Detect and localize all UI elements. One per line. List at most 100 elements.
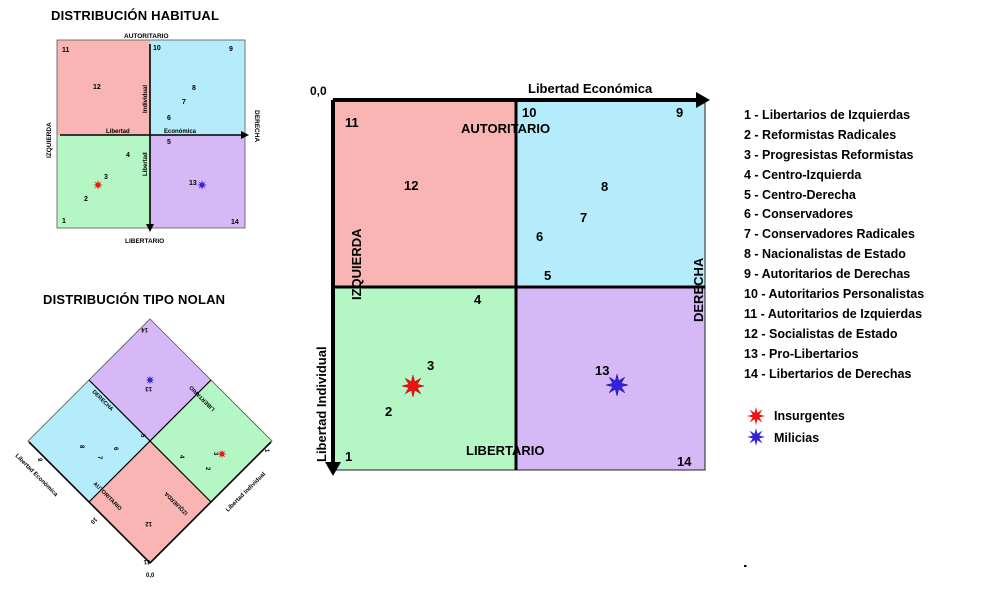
- habitual-label-libertario: LIBERTARIO: [125, 238, 164, 245]
- nolan-num-13: 13: [145, 385, 152, 391]
- legend-item: 12 - Socialistas de Estado: [744, 326, 898, 341]
- nolan-num-1: 1: [263, 449, 269, 453]
- nolan-num-2: 2: [204, 467, 210, 471]
- main-num-7: 7: [580, 210, 587, 225]
- legend-item: 10 - Autoritarios Personalistas: [744, 287, 925, 302]
- nolan-num-10: 10: [88, 516, 97, 525]
- main-label-izquierda: IZQUIERDA: [349, 228, 364, 300]
- nolan-num-6: 6: [112, 447, 118, 451]
- nolan-title: DISTRIBUCIÓN TIPO NOLAN: [43, 292, 226, 307]
- nolan-num-7: 7: [96, 456, 102, 460]
- habitual-label-economica: Económica: [164, 129, 197, 135]
- habitual-quadrant-authoritarian-right: [150, 40, 245, 135]
- legend-item: 2 - Reformistas Radicales: [744, 127, 897, 142]
- main-num-14: 14: [677, 454, 692, 469]
- marker-legend-insurgentes: Insurgentes: [746, 405, 845, 427]
- nolan-milicias-marker: [145, 375, 155, 385]
- stray-dot: [744, 565, 747, 567]
- habitual-label-individual: Individual: [143, 85, 149, 113]
- legend-insurgentes-star: [747, 407, 765, 425]
- nolan-y-axis: [149, 441, 272, 564]
- main-label-derecha: DERECHA: [691, 257, 706, 322]
- main-quadrant-authoritarian-right: [516, 100, 705, 287]
- habitual-quadrant-authoritarian-left: [57, 40, 150, 135]
- main-num-4: 4: [474, 292, 482, 307]
- habitual-label-autoritario: AUTORITARIO: [124, 33, 169, 40]
- habitual-milicias-marker: [197, 180, 207, 190]
- habitual-label-derecha: DERECHA: [253, 110, 260, 142]
- main-num-6: 6: [536, 229, 543, 244]
- nolan-num-11: 11: [143, 558, 150, 564]
- marker-legend: Insurgentes Milicias: [746, 405, 845, 449]
- habitual-label-izquierda: IZQUIERDA: [46, 122, 53, 158]
- nolan-num-9: 9: [36, 458, 42, 462]
- legend-item: 4 - Centro-Izquierda: [744, 167, 862, 182]
- nolan-chart: 0,0 Libertad Económica Libertad Individu…: [14, 318, 273, 579]
- main-num-13: 13: [595, 363, 609, 378]
- main-num-9: 9: [676, 105, 683, 120]
- habitual-num-12: 12: [93, 84, 101, 91]
- nolan-origin: 0,0: [146, 573, 155, 579]
- legend-item: 1 - Libertarios de Izquierdas: [744, 108, 911, 122]
- legend-item: 13 - Pro-Libertarios: [744, 346, 859, 361]
- nolan-num-3: 3: [212, 452, 218, 456]
- marker-legend-milicias: Milicias: [746, 427, 845, 449]
- habitual-num-3: 3: [104, 174, 108, 181]
- nolan-insurgentes-marker: [217, 449, 227, 459]
- nolan-num-12: 12: [145, 520, 152, 526]
- main-chart: 0,0 Libertad Económica Libertad Individu…: [310, 81, 710, 476]
- legend-item: 3 - Progresistas Reformistas: [744, 147, 914, 162]
- main-num-1: 1: [345, 449, 352, 464]
- habitual-num-1: 1: [62, 218, 66, 225]
- legend-item: 14 - Libertarios de Derechas: [744, 366, 912, 381]
- habitual-num-14: 14: [231, 219, 239, 226]
- nolan-num-14: 14: [141, 326, 148, 332]
- main-quadrant-libertarian-left: [333, 287, 516, 470]
- main-origin: 0,0: [310, 84, 327, 98]
- milicias-label: Milicias: [774, 431, 820, 445]
- habitual-num-10: 10: [153, 45, 161, 52]
- legend-list: 1 - Libertarios de Izquierdas 2 - Reform…: [744, 106, 924, 384]
- nolan-num-8: 8: [78, 445, 84, 449]
- habitual-quadrant-libertarian-left: [57, 135, 150, 228]
- habitual-num-6: 6: [167, 115, 171, 122]
- main-num-3: 3: [427, 358, 434, 373]
- habitual-num-8: 8: [192, 85, 196, 92]
- habitual-chart: AUTORITARIO LIBERTARIO IZQUIERDA DERECHA…: [46, 33, 260, 245]
- main-insurgentes-marker: [401, 374, 425, 398]
- legend-item: 5 - Centro-Derecha: [744, 187, 856, 202]
- habitual-num-9: 9: [229, 46, 233, 53]
- habitual-num-2: 2: [84, 196, 88, 203]
- habitual-num-5: 5: [167, 139, 171, 146]
- main-num-8: 8: [601, 179, 608, 194]
- main-y-axis-label: Libertad Individual: [314, 346, 329, 462]
- habitual-quadrant-libertarian-right: [150, 135, 245, 228]
- legend-milicias-star: [747, 428, 765, 446]
- legend-item: 7 - Conservadores Radicales: [744, 227, 915, 242]
- main-quadrant-authoritarian-left: [333, 100, 516, 287]
- main-label-autoritario: AUTORITARIO: [461, 121, 550, 136]
- main-milicias-marker: [605, 373, 629, 397]
- legend-item: 11 - Autoritarios de Izquierdas: [744, 306, 923, 321]
- legend-item: 8 - Nacionalistas de Estado: [744, 247, 906, 262]
- nolan-x-axis: [28, 441, 151, 564]
- insurgentes-label: Insurgentes: [774, 409, 845, 423]
- habitual-label-libertad-b: Libertad: [143, 152, 149, 176]
- legend-item: 6 - Conservadores: [744, 207, 854, 222]
- habitual-insurgentes-marker: [93, 180, 103, 190]
- main-x-axis-label: Libertad Económica: [528, 81, 653, 96]
- main-y-axis-arrow: [325, 462, 341, 476]
- main-num-10: 10: [522, 105, 536, 120]
- main-num-2: 2: [385, 404, 392, 419]
- habitual-title: DISTRIBUCIÓN HABITUAL: [51, 8, 220, 23]
- habitual-num-11: 11: [62, 47, 70, 54]
- legend-item: 9 - Autoritarios de Derechas: [744, 267, 911, 282]
- nolan-num-4: 4: [178, 455, 184, 459]
- habitual-label-libertad-a: Libertad: [106, 129, 130, 135]
- main-x-axis-arrow: [696, 92, 710, 108]
- habitual-num-13: 13: [189, 180, 197, 187]
- main-num-12: 12: [404, 178, 418, 193]
- main-num-11: 11: [345, 115, 359, 130]
- main-num-5: 5: [544, 268, 551, 283]
